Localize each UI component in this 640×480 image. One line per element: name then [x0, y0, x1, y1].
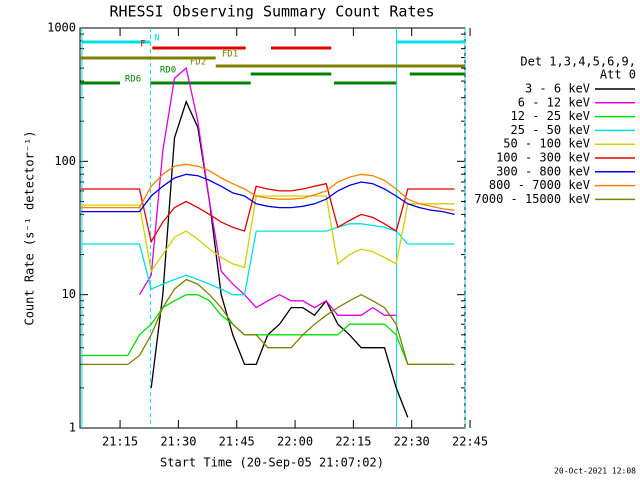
series-line — [81, 294, 455, 366]
legend-label: 3 - 6 keV — [525, 82, 590, 96]
legend-header: Det 1,3,4,5,6,9, — [520, 55, 636, 69]
footer: 20-Oct-2021 12:08 — [554, 467, 636, 476]
x-tick-label: 21:15 — [102, 435, 138, 449]
y-tick-label: 1000 — [47, 21, 76, 35]
legend-label: 7000 - 15000 keV — [474, 192, 590, 206]
series-line — [138, 66, 397, 316]
x-axis-label: Start Time (20-Sep-05 21:07:02) — [160, 456, 384, 470]
plot-frame — [79, 27, 466, 429]
legend-label: 100 - 300 keV — [496, 151, 590, 165]
state-bar-label: N — [154, 34, 159, 44]
x-tick-label: 21:45 — [219, 435, 255, 449]
legend-label: 50 - 100 keV — [503, 137, 590, 151]
x-tick-label: 21:30 — [160, 435, 196, 449]
series-line — [81, 278, 455, 366]
state-bar-label: FD1 — [222, 50, 238, 60]
state-bar-label: FD2 — [190, 58, 206, 68]
legend-header: Att 0 — [600, 68, 636, 82]
legend-label: 6 - 12 keV — [518, 95, 590, 109]
state-bar-label: RD6 — [125, 75, 141, 85]
x-tick-label: 22:30 — [394, 435, 430, 449]
series-line — [81, 223, 455, 296]
series-line — [81, 173, 455, 216]
y-tick-label: 10 — [62, 287, 76, 301]
y-tick-label: 1 — [69, 421, 76, 435]
x-tick-label: 22:45 — [452, 435, 488, 449]
y-tick-label: 100 — [54, 154, 76, 168]
legend-label: 300 - 800 keV — [496, 164, 590, 178]
legend-label: 12 - 25 keV — [511, 109, 590, 123]
y-axis-label: Count Rate (s⁻¹ detector⁻¹) — [23, 130, 37, 325]
state-bar-label: F — [140, 40, 145, 50]
state-bar-label: RD0 — [160, 66, 176, 76]
series-line — [150, 99, 409, 418]
x-tick-label: 22:00 — [277, 435, 313, 449]
series-line — [81, 195, 455, 273]
chart-title: RHESSI Observing Summary Count Rates — [109, 3, 434, 21]
legend-label: 800 - 7000 keV — [489, 178, 590, 192]
x-tick-label: 22:15 — [335, 435, 371, 449]
series-line — [81, 163, 455, 211]
legend-label: 25 - 50 keV — [511, 123, 590, 137]
